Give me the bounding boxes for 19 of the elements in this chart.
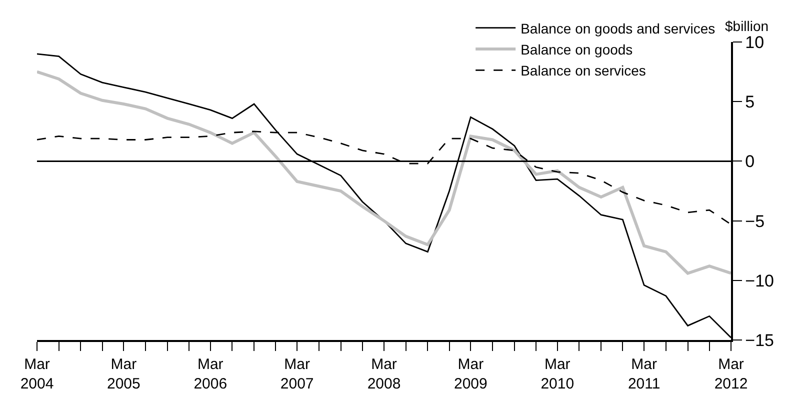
x-tick-label: Mar 2006 [194,356,228,392]
x-tick-label: Mar 2004 [20,356,54,392]
x-tick-label: Mar 2008 [367,356,401,392]
legend-label: Balance on goods and services [520,20,716,36]
y-tick-label: 0 [745,152,755,172]
x-tick-label: Mar 2010 [540,356,574,392]
x-tick-label: Mar 2007 [280,356,314,392]
legend-label: Balance on goods [520,41,633,58]
y-tick-label: −15 [745,330,774,350]
y-axis-title: $billion [725,18,769,34]
legend-label: Balance on services [520,62,646,79]
x-tick-label: Mar 2005 [107,356,140,392]
y-tick-label: 10 [745,32,764,52]
y-tick-label: 5 [745,92,755,112]
x-tick-label: Mar 2011 [628,356,660,392]
x-tick-label: Mar 2009 [454,356,488,392]
y-tick-label: −5 [745,212,765,231]
x-tick-label: Mar 2012 [714,356,748,392]
y-tick-label: −10 [745,271,774,290]
